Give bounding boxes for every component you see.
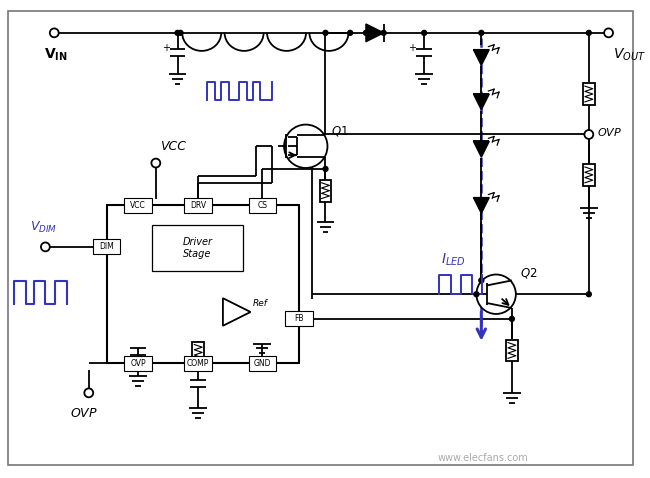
Text: DIM: DIM: [99, 242, 114, 251]
Bar: [320, 180, 332, 202]
Circle shape: [284, 125, 328, 168]
Text: OVP: OVP: [130, 359, 146, 368]
Circle shape: [584, 130, 593, 139]
Circle shape: [381, 31, 386, 35]
Circle shape: [586, 292, 592, 297]
Text: $\mathit{OVP}$: $\mathit{OVP}$: [70, 407, 98, 420]
Text: Ref: Ref: [252, 299, 267, 308]
FancyBboxPatch shape: [185, 198, 212, 213]
Text: FB: FB: [294, 315, 304, 324]
Circle shape: [84, 389, 93, 397]
Circle shape: [151, 159, 161, 167]
FancyBboxPatch shape: [93, 239, 120, 254]
Circle shape: [348, 31, 352, 35]
Text: $Q1$: $Q1$: [332, 123, 349, 138]
Circle shape: [323, 31, 328, 35]
Polygon shape: [473, 50, 489, 65]
Text: Driver
Stage: Driver Stage: [182, 237, 213, 259]
FancyBboxPatch shape: [248, 356, 276, 370]
Text: +: +: [408, 43, 416, 53]
Text: $\mathbf{\mathit{V_{DIM}}}$: $\mathbf{\mathit{V_{DIM}}}$: [30, 220, 57, 235]
Bar: [506, 339, 518, 361]
Polygon shape: [366, 24, 384, 42]
Text: GND: GND: [254, 359, 271, 368]
Circle shape: [50, 28, 58, 37]
FancyBboxPatch shape: [124, 356, 152, 370]
Text: www.elecfans.com: www.elecfans.com: [438, 453, 528, 463]
Polygon shape: [473, 141, 489, 157]
Circle shape: [479, 278, 484, 283]
Bar: [583, 83, 595, 105]
FancyBboxPatch shape: [248, 198, 276, 213]
Bar: [192, 342, 204, 363]
Text: $\mathit{V_{OUT}}$: $\mathit{V_{OUT}}$: [612, 47, 645, 63]
Circle shape: [422, 31, 426, 35]
Bar: [107, 206, 299, 363]
Text: $Q2$: $Q2$: [520, 266, 538, 280]
Circle shape: [604, 28, 613, 37]
Text: VCC: VCC: [130, 201, 146, 210]
Circle shape: [323, 166, 328, 172]
Circle shape: [363, 31, 369, 35]
Circle shape: [175, 31, 180, 35]
Circle shape: [474, 292, 479, 297]
Polygon shape: [223, 298, 250, 326]
FancyBboxPatch shape: [285, 312, 313, 326]
Circle shape: [479, 31, 484, 35]
Circle shape: [178, 31, 183, 35]
Text: +: +: [162, 43, 170, 53]
FancyBboxPatch shape: [152, 225, 242, 271]
Text: DRV: DRV: [190, 201, 206, 210]
Text: $\mathbf{V_{IN}}$: $\mathbf{V_{IN}}$: [44, 47, 68, 63]
Circle shape: [476, 274, 516, 314]
Circle shape: [586, 31, 592, 35]
Polygon shape: [473, 94, 489, 110]
Polygon shape: [473, 197, 489, 213]
Circle shape: [510, 316, 514, 321]
Text: VCC: VCC: [160, 140, 186, 153]
Text: COMP: COMP: [187, 359, 209, 368]
FancyBboxPatch shape: [185, 356, 212, 370]
Text: $\mathit{OVP}$: $\mathit{OVP}$: [597, 127, 622, 139]
Circle shape: [41, 242, 50, 251]
FancyBboxPatch shape: [124, 198, 152, 213]
Bar: [583, 164, 595, 186]
Text: $\mathit{I_{LED}}$: $\mathit{I_{LED}}$: [441, 251, 465, 268]
Text: CS: CS: [257, 201, 267, 210]
